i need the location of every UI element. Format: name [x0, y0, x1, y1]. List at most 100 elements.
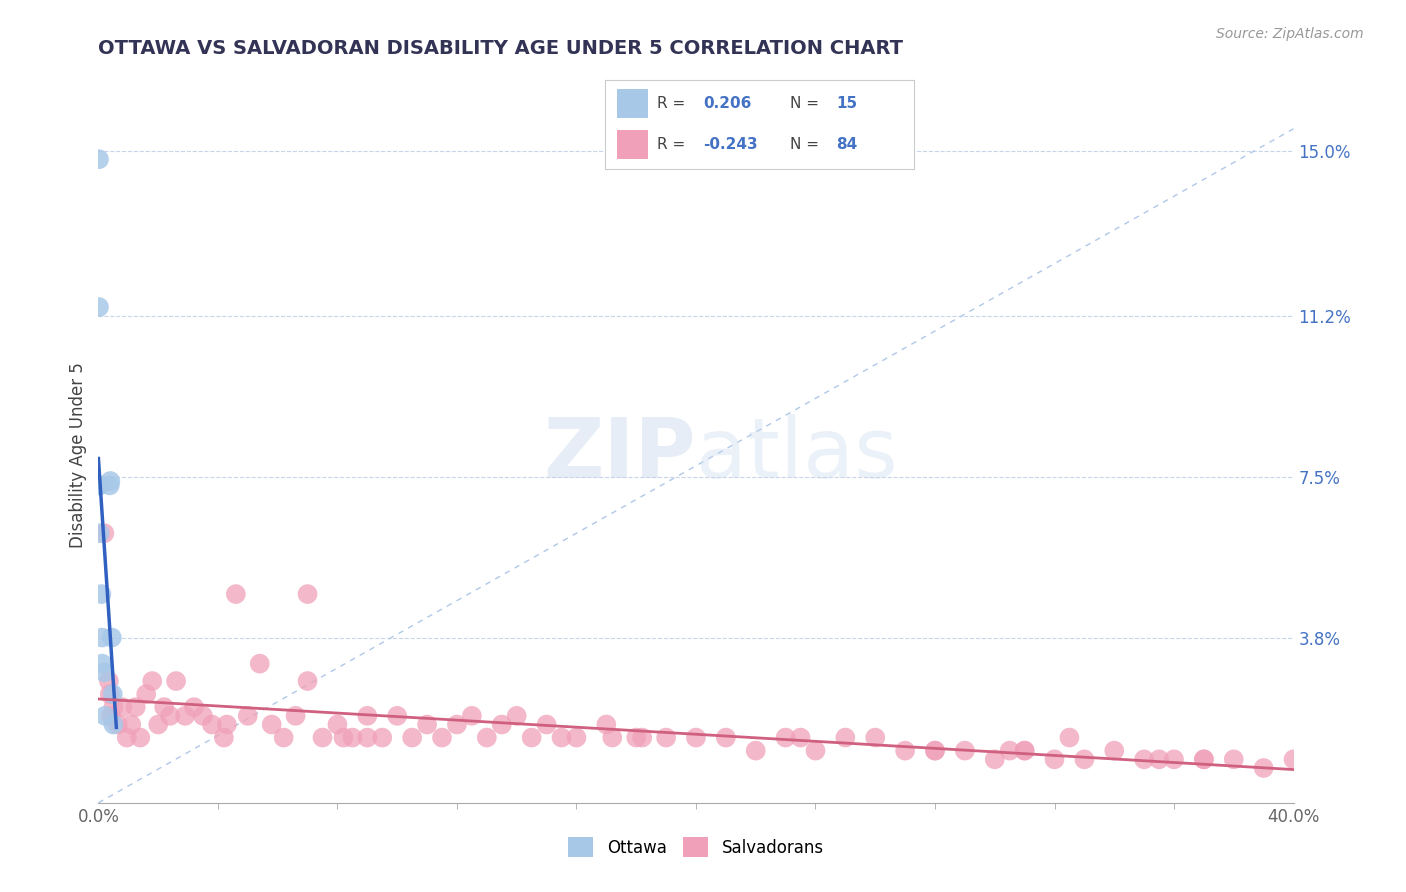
Point: [595, 717, 617, 731]
Point: [1147, 752, 1170, 766]
Point: [225, 587, 247, 601]
Point: [120, 717, 142, 731]
Point: [356, 708, 378, 723]
Point: [983, 752, 1005, 766]
Point: [865, 731, 887, 745]
Point: [1133, 752, 1156, 766]
Point: [475, 731, 498, 745]
Point: [93, 665, 115, 680]
Bar: [617, 130, 648, 159]
Point: [101, 631, 124, 645]
Point: [89, 478, 111, 492]
Point: [685, 731, 707, 745]
Point: [87, 300, 110, 314]
Point: [894, 744, 917, 758]
Point: [165, 674, 187, 689]
Point: [924, 744, 946, 758]
Text: -0.243: -0.243: [703, 137, 758, 152]
Point: [332, 731, 354, 745]
Point: [1192, 752, 1215, 766]
Point: [714, 731, 737, 745]
Point: [356, 731, 378, 745]
Point: [97, 674, 120, 689]
Point: [249, 657, 271, 671]
Point: [1059, 731, 1081, 745]
Point: [1163, 752, 1185, 766]
Text: 15: 15: [837, 96, 858, 111]
Point: [631, 731, 654, 745]
Text: Source: ZipAtlas.com: Source: ZipAtlas.com: [1216, 27, 1364, 41]
Point: [103, 700, 125, 714]
Text: ZIP: ZIP: [544, 415, 696, 495]
Point: [153, 700, 176, 714]
Point: [89, 478, 111, 492]
Text: 0.206: 0.206: [703, 96, 752, 111]
Point: [311, 731, 333, 745]
Point: [953, 744, 976, 758]
Point: [183, 700, 205, 714]
Text: 84: 84: [837, 137, 858, 152]
Point: [1104, 744, 1126, 758]
Point: [94, 708, 117, 723]
Point: [520, 731, 543, 745]
Bar: [617, 89, 648, 118]
Text: N =: N =: [790, 137, 824, 152]
Point: [1014, 744, 1036, 758]
Point: [998, 744, 1021, 758]
Point: [297, 674, 319, 689]
Point: [385, 708, 409, 723]
Point: [101, 687, 124, 701]
Point: [600, 731, 623, 745]
Point: [90, 587, 112, 601]
Point: [1192, 752, 1215, 766]
Point: [98, 478, 121, 492]
Point: [236, 708, 259, 723]
Point: [148, 717, 170, 731]
Y-axis label: Disability Age Under 5: Disability Age Under 5: [69, 362, 87, 548]
Point: [491, 717, 513, 731]
Point: [98, 474, 122, 488]
Point: [924, 744, 946, 758]
Point: [273, 731, 295, 745]
Point: [111, 700, 134, 714]
Point: [89, 526, 111, 541]
Point: [342, 731, 364, 745]
Point: [401, 731, 423, 745]
Point: [804, 744, 827, 758]
Point: [789, 731, 811, 745]
Point: [834, 731, 856, 745]
Point: [536, 717, 558, 731]
Point: [100, 708, 122, 723]
Text: N =: N =: [790, 96, 824, 111]
Point: [212, 731, 235, 745]
Point: [416, 717, 439, 731]
Point: [91, 631, 114, 645]
Text: R =: R =: [657, 137, 690, 152]
Point: [87, 152, 110, 166]
Point: [125, 700, 148, 714]
Point: [550, 731, 572, 745]
Point: [284, 708, 307, 723]
Point: [1073, 752, 1095, 766]
Point: [1014, 744, 1036, 758]
Legend: Ottawa, Salvadorans: Ottawa, Salvadorans: [561, 830, 831, 864]
Point: [655, 731, 678, 745]
Point: [371, 731, 394, 745]
Text: atlas: atlas: [696, 415, 897, 495]
Point: [129, 731, 152, 745]
Point: [565, 731, 588, 745]
Point: [506, 708, 529, 723]
Point: [91, 657, 114, 671]
Point: [326, 717, 349, 731]
Point: [297, 587, 319, 601]
Point: [1253, 761, 1275, 775]
Point: [745, 744, 768, 758]
Point: [191, 708, 214, 723]
Point: [141, 674, 163, 689]
Point: [215, 717, 238, 731]
Point: [1223, 752, 1246, 766]
Point: [174, 708, 197, 723]
Point: [1282, 752, 1305, 766]
Point: [107, 717, 129, 731]
Point: [135, 687, 157, 701]
